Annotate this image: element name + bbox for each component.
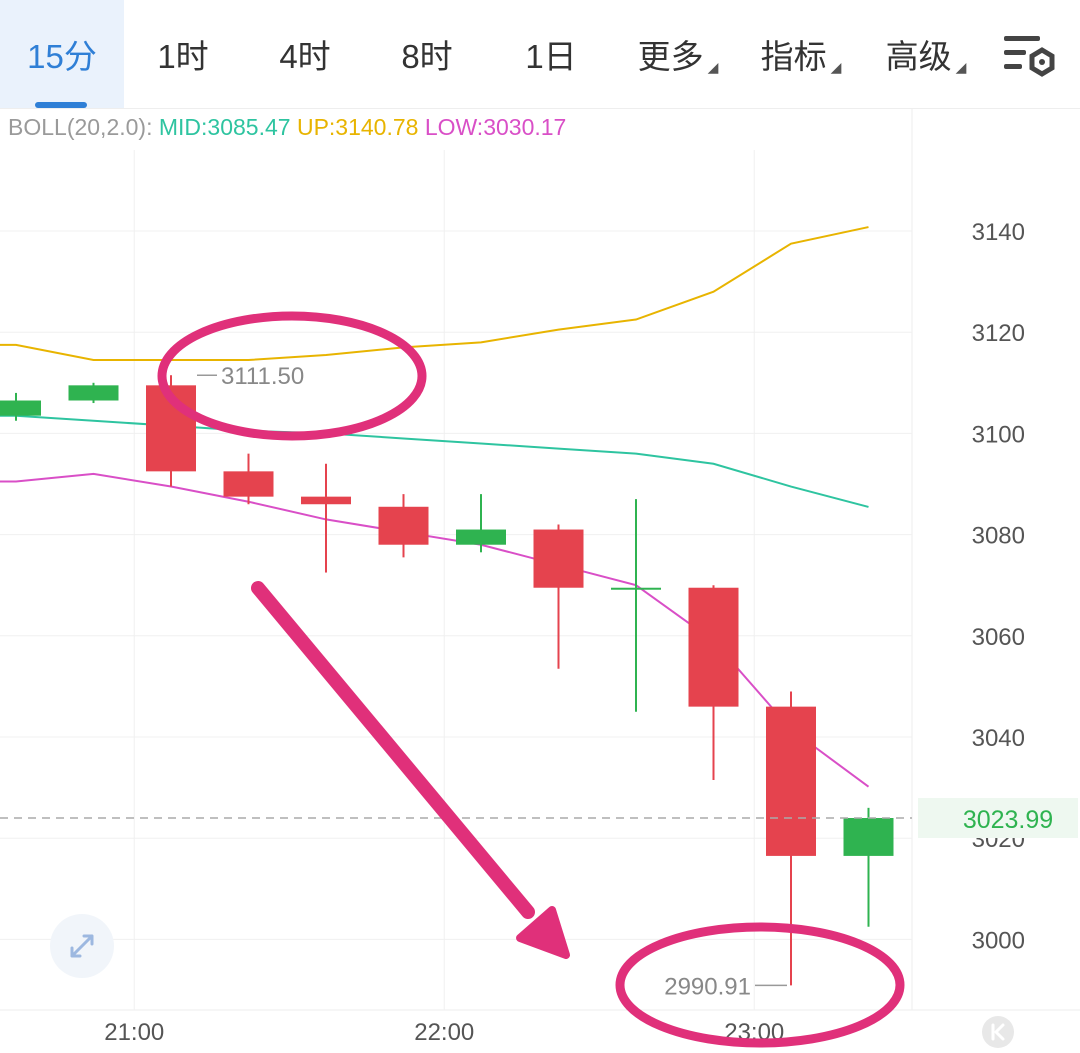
caret-down-icon: ◢ xyxy=(830,59,842,75)
tab-label: 15分 xyxy=(27,38,97,75)
tab-label: 1时 xyxy=(157,38,209,75)
tab-4[interactable]: 1日 xyxy=(492,0,610,108)
candle-body xyxy=(0,400,41,416)
max-price-label: 3111.50 xyxy=(221,363,304,390)
min-price-label: 2990.91 xyxy=(664,973,751,1000)
boll-low-value: LOW:3030.17 xyxy=(424,114,567,140)
tab-label: 指标 xyxy=(760,38,827,75)
timeframe-tabs: 15分 1时 4时 8时 1日 更多 ◢ 指标 ◢ 高级 ◢ xyxy=(0,0,1080,108)
tab-label: 更多 xyxy=(637,38,704,75)
tab-2[interactable]: 4时 xyxy=(246,0,364,108)
boll-up-line xyxy=(0,226,869,362)
candle-body xyxy=(688,587,739,707)
boll-mid-line xyxy=(0,414,869,508)
candle-body xyxy=(533,529,584,588)
active-tab-underline xyxy=(35,102,87,108)
chart-settings-icon[interactable] xyxy=(1000,30,1058,80)
y-tick-label: 3040 xyxy=(972,725,1025,752)
x-tick-label: 22:00 xyxy=(414,1019,474,1046)
tab-label: 4时 xyxy=(279,38,331,75)
last-price-label: 3023.99 xyxy=(963,806,1053,834)
candle-body xyxy=(301,496,351,505)
boll-up-value: UP:3140.78 xyxy=(296,114,419,140)
scroll-to-latest-icon[interactable] xyxy=(982,1016,1014,1048)
y-tick-label: 3080 xyxy=(972,523,1025,550)
boll-name: BOLL(20,2.0): xyxy=(8,114,153,140)
tab-label: 1日 xyxy=(525,38,577,75)
y-tick-label: 3000 xyxy=(972,927,1025,954)
candle-body xyxy=(766,706,816,856)
caret-down-icon: ◢ xyxy=(707,59,719,75)
tab-label: 高级 xyxy=(885,38,952,75)
candle-body xyxy=(843,818,894,856)
y-tick-label: 3120 xyxy=(972,320,1025,347)
annotation-circle-high xyxy=(157,311,427,441)
last-price-box xyxy=(918,798,1078,839)
caret-down-icon: ◢ xyxy=(955,59,967,75)
candle-body xyxy=(68,385,119,401)
candle-body xyxy=(611,587,661,590)
candle-body xyxy=(223,471,274,497)
y-tick-label: 3100 xyxy=(972,421,1025,448)
tab-7[interactable]: 高级 ◢ xyxy=(866,0,986,108)
boll-mid-value: MID:3085.47 xyxy=(158,114,291,140)
annotation-arrow-shaft xyxy=(251,581,535,919)
candle-body xyxy=(378,506,429,545)
x-tick-label: 21:00 xyxy=(104,1019,164,1046)
y-tick-label: 3060 xyxy=(972,624,1025,651)
tab-5[interactable]: 更多 ◢ xyxy=(618,0,738,108)
expand-icon[interactable] xyxy=(50,914,114,978)
tab-6[interactable]: 指标 ◢ xyxy=(742,0,860,108)
tab-1[interactable]: 1时 xyxy=(124,0,242,108)
annotation-circle-low xyxy=(615,922,905,1048)
tab-label: 8时 xyxy=(401,38,453,75)
candle-body xyxy=(456,529,506,545)
annotation-arrow-head xyxy=(516,906,570,959)
tab-divider xyxy=(0,108,1080,109)
boll-indicator-legend: BOLL(20,2.0): MID:3085.47 UP:3140.78 LOW… xyxy=(8,114,566,141)
tab-3[interactable]: 8时 xyxy=(368,0,486,108)
y-tick-label: 3140 xyxy=(972,219,1025,246)
tab-0[interactable]: 15分 xyxy=(0,0,124,108)
